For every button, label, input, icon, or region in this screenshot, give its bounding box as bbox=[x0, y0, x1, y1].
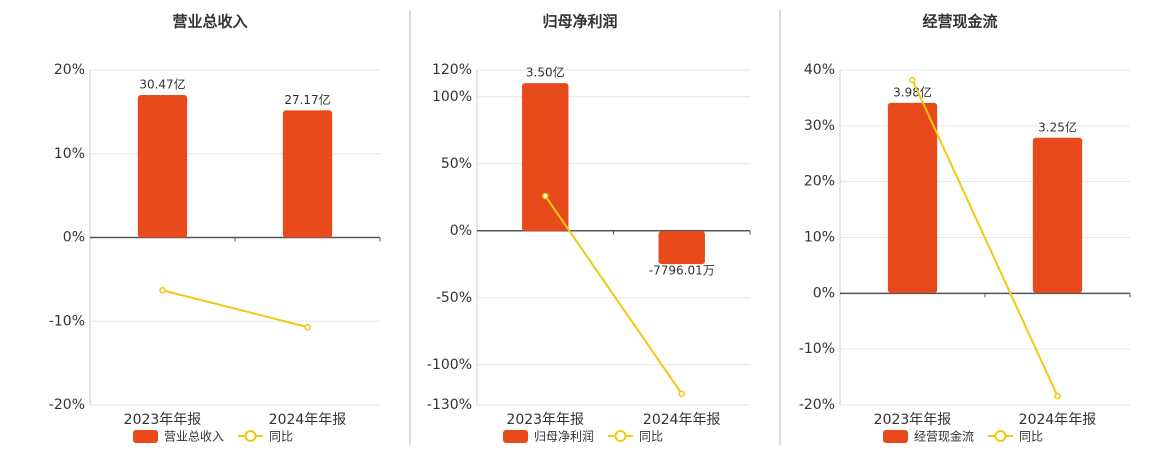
y-tick-label: 20% bbox=[54, 62, 85, 78]
y-tick-label: 100% bbox=[432, 89, 472, 105]
bar bbox=[282, 110, 333, 238]
y-tick-label: 40% bbox=[804, 62, 835, 78]
legend-label: 同比 bbox=[269, 430, 293, 444]
legend-symbol bbox=[503, 430, 528, 443]
x-tick-label: 2023年年报 bbox=[874, 412, 952, 428]
line-point bbox=[159, 287, 166, 294]
line-point bbox=[909, 76, 916, 84]
y-tick-label: -10% bbox=[799, 341, 835, 357]
y-tick-label: -10% bbox=[49, 313, 85, 329]
x-tick-label: 2024年年报 bbox=[1019, 412, 1097, 428]
value-label: 30.47亿 bbox=[139, 76, 185, 91]
y-tick-label: -20% bbox=[799, 397, 835, 413]
value-label: 27.17亿 bbox=[284, 92, 330, 107]
line-point bbox=[542, 192, 549, 200]
line-point bbox=[1054, 392, 1061, 400]
value-label: 3.98亿 bbox=[893, 84, 932, 99]
bar bbox=[522, 83, 569, 232]
chart-title: 营业总收入 bbox=[172, 13, 247, 31]
chart-title: 归母净利润 bbox=[542, 13, 617, 31]
line-point bbox=[678, 390, 685, 397]
line-point bbox=[304, 323, 311, 331]
y-tick-label: 0% bbox=[813, 285, 835, 301]
legend-symbol bbox=[994, 430, 1007, 442]
legend-label: 经营现金流 bbox=[914, 429, 974, 444]
legend-label: 同比 bbox=[1019, 430, 1043, 444]
y-tick-label: -20% bbox=[49, 397, 85, 413]
y-tick-label: 10% bbox=[804, 230, 835, 246]
x-tick-label: 2023年年报 bbox=[124, 412, 202, 428]
legend-symbol bbox=[614, 430, 627, 442]
line bbox=[544, 195, 683, 395]
y-tick-label: -130% bbox=[427, 397, 472, 413]
legend-symbol bbox=[244, 430, 257, 442]
bar bbox=[887, 102, 938, 293]
chart-title: 经营现金流 bbox=[922, 13, 997, 31]
value-label: 3.50亿 bbox=[526, 65, 565, 80]
y-tick-label: -100% bbox=[427, 357, 472, 373]
y-tick-label: 20% bbox=[804, 174, 835, 190]
bar bbox=[658, 231, 705, 265]
x-tick-label: 2024年年报 bbox=[643, 412, 721, 428]
line bbox=[911, 79, 1059, 397]
legend-label: 归母净利润 bbox=[534, 430, 594, 444]
bar bbox=[137, 94, 188, 238]
y-tick-label: 10% bbox=[54, 146, 85, 162]
y-tick-label: 0% bbox=[450, 223, 472, 239]
value-label: -7796.01万 bbox=[649, 264, 715, 278]
y-tick-label: -50% bbox=[436, 290, 472, 306]
x-tick-label: 2024年年报 bbox=[269, 412, 347, 428]
line bbox=[162, 289, 308, 329]
legend-symbol bbox=[133, 430, 158, 443]
x-tick-label: 2023年年报 bbox=[506, 412, 584, 428]
y-tick-label: 30% bbox=[804, 118, 835, 134]
legend-label: 营业总收入 bbox=[164, 430, 224, 444]
y-tick-label: 120% bbox=[432, 62, 472, 78]
legend-symbol bbox=[883, 430, 908, 443]
y-tick-label: 50% bbox=[441, 156, 472, 172]
value-label: 3.25亿 bbox=[1038, 119, 1077, 134]
y-tick-label: 0% bbox=[63, 230, 85, 246]
bar bbox=[1032, 137, 1083, 293]
legend-label: 同比 bbox=[639, 430, 663, 444]
